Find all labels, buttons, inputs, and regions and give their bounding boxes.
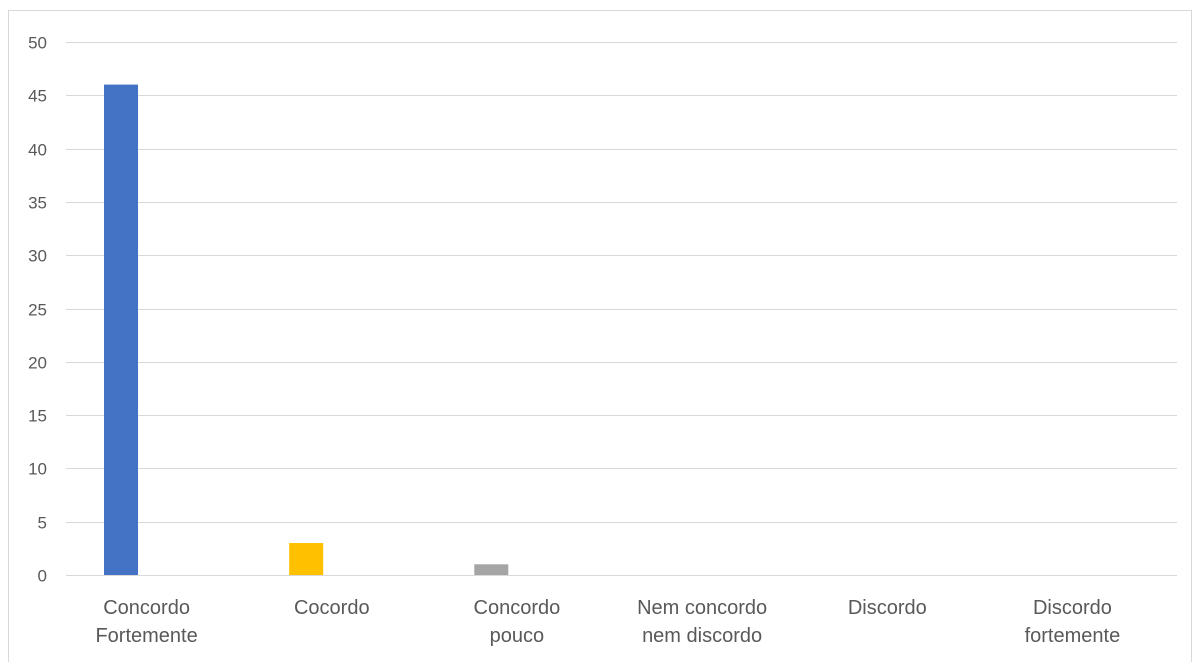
x-category-label-line: Discordo — [1033, 597, 1112, 619]
x-category-label-0: Concordo Fortemente — [95, 597, 197, 647]
y-axis-ticks: 0 5 10 15 20 25 30 35 40 45 50 — [28, 34, 47, 586]
gridlines — [66, 42, 1177, 576]
x-category-label-line: fortemente — [1025, 625, 1121, 647]
bar-1 — [289, 543, 324, 575]
y-tick-label: 10 — [28, 460, 47, 479]
y-tick-label: 20 — [28, 354, 47, 373]
x-category-label-3: Nem concordo nem discordo — [637, 597, 767, 647]
y-tick-label: 0 — [38, 567, 47, 586]
x-category-label-line: nem discordo — [642, 625, 762, 647]
bar-2 — [474, 564, 509, 575]
x-category-label-4: Discordo — [848, 597, 927, 619]
y-tick-label: 40 — [28, 141, 47, 160]
y-tick-label: 45 — [28, 87, 47, 106]
x-category-label-line: Discordo — [848, 597, 927, 619]
x-category-label-line: pouco — [490, 625, 545, 647]
x-category-label-2: Concordo pouco — [474, 597, 561, 647]
x-category-label-1: Cocordo — [294, 597, 370, 619]
y-tick-label: 25 — [28, 301, 47, 320]
x-category-label-line: Concordo — [103, 597, 190, 619]
bars — [104, 84, 509, 575]
bar-0 — [104, 84, 138, 575]
y-tick-label: 5 — [38, 514, 47, 533]
y-tick-label: 30 — [28, 247, 47, 266]
chart-frame — [8, 10, 1192, 662]
x-category-label-line: Nem concordo — [637, 597, 767, 619]
x-category-label-line: Fortemente — [95, 625, 197, 647]
x-category-label-line: Cocordo — [294, 597, 370, 619]
y-tick-label: 35 — [28, 194, 47, 213]
x-axis-labels: Concordo Fortemente Cocordo Concordo pouco Ne… — [95, 597, 1120, 647]
x-category-label-line: Concordo — [474, 597, 561, 619]
y-tick-label: 15 — [28, 407, 47, 426]
x-category-label-5: Discordo fortemente — [1025, 597, 1121, 647]
y-tick-label: 50 — [28, 34, 47, 53]
